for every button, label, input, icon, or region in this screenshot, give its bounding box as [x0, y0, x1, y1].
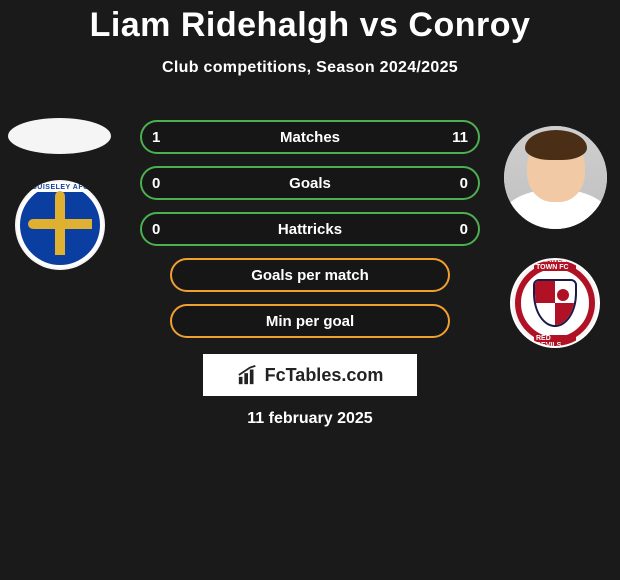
- date-line: 11 february 2025: [0, 410, 620, 428]
- guiseley-crest-icon: GUISELEY AFC: [17, 182, 103, 268]
- bar-chart-icon: [237, 364, 259, 386]
- stats-list: 1Matches110Goals00Hattricks0Goals per ma…: [140, 120, 480, 350]
- player-left-avatar: [8, 118, 111, 154]
- stat-right-value: 0: [430, 175, 478, 192]
- brand-plate[interactable]: FcTables.com: [203, 354, 417, 396]
- stat-label: Goals: [190, 175, 430, 192]
- club-right-crest-top: CRAWLEY TOWN FC: [534, 258, 576, 271]
- stat-left-value: 0: [142, 175, 190, 192]
- stat-right-value: 0: [430, 221, 478, 238]
- player-right-avatar: [504, 126, 607, 229]
- player-bust-icon: [504, 126, 607, 229]
- stat-left-value: 0: [142, 221, 190, 238]
- club-right-crest-bottom: RED DEVILS: [534, 335, 576, 348]
- stat-label: Matches: [190, 129, 430, 146]
- brand-text: FcTables.com: [265, 365, 384, 386]
- stat-label: Hattricks: [190, 221, 430, 238]
- page-title: Liam Ridehalgh vs Conroy: [0, 0, 620, 45]
- stat-row: 0Goals0: [140, 166, 480, 200]
- stat-row: 0Hattricks0: [140, 212, 480, 246]
- stat-row: Goals per match: [170, 258, 450, 292]
- stat-right-value: 11: [430, 129, 478, 146]
- subtitle: Club competitions, Season 2024/2025: [0, 59, 620, 77]
- club-left-crest: GUISELEY AFC: [15, 180, 105, 270]
- stat-row: Min per goal: [170, 304, 450, 338]
- stat-label: Min per goal: [220, 313, 400, 330]
- stat-row: 1Matches11: [140, 120, 480, 154]
- club-right-crest: CRAWLEY TOWN FC RED DEVILS: [510, 258, 600, 348]
- stat-left-value: 1: [142, 129, 190, 146]
- crawley-crest-icon: CRAWLEY TOWN FC RED DEVILS: [515, 263, 595, 343]
- stat-label: Goals per match: [220, 267, 400, 284]
